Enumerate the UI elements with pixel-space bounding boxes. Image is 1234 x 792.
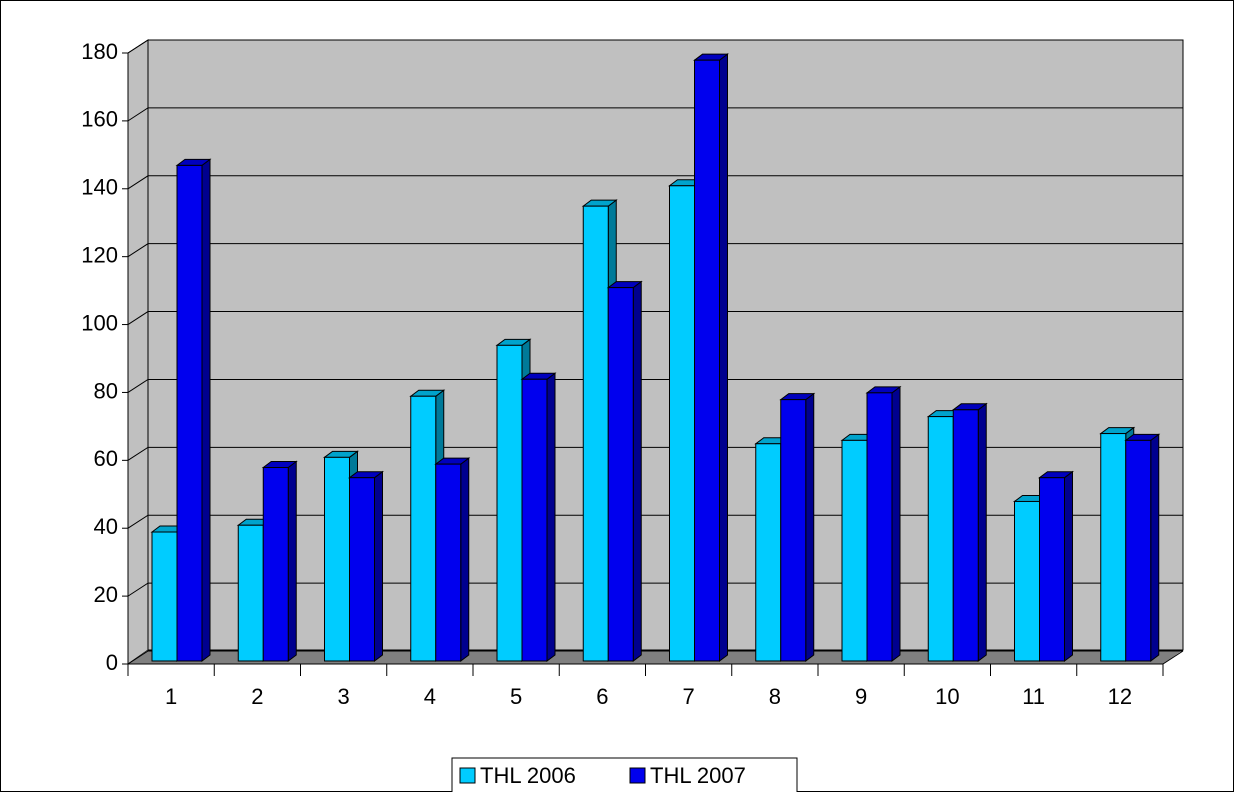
bar-side	[287, 460, 297, 662]
bar	[927, 416, 954, 662]
bar	[496, 344, 523, 662]
y-tick-label: 120	[81, 242, 118, 267]
bar-side	[1064, 470, 1073, 662]
bar-side	[719, 53, 728, 662]
grid-line	[127, 446, 1183, 461]
y-tick-label: 140	[81, 175, 118, 200]
y-tick-label: 100	[81, 310, 118, 335]
bar	[952, 409, 979, 662]
grid-line	[127, 378, 1183, 393]
legend-swatch	[629, 767, 646, 784]
bar	[1039, 477, 1065, 662]
x-tick-label: 7	[683, 684, 695, 709]
x-tick-label: 12	[1108, 684, 1132, 709]
bar	[435, 463, 462, 662]
y-tick-label: 40	[94, 514, 118, 539]
grid-line	[127, 243, 1183, 258]
y-tick-label: 60	[94, 446, 118, 471]
legend-swatch	[459, 767, 476, 784]
bar	[607, 287, 634, 662]
back-wall	[128, 40, 1183, 664]
x-tick-label: 2	[251, 684, 263, 709]
bar-side	[977, 402, 987, 662]
bar	[237, 524, 264, 662]
x-tick-label: 11	[1022, 684, 1045, 709]
bar-side	[201, 158, 211, 662]
bar	[841, 439, 868, 662]
x-tick-label: 3	[338, 684, 350, 709]
bar	[262, 467, 289, 662]
bar	[1125, 439, 1152, 662]
bar	[780, 399, 807, 662]
y-tick-label: 0	[106, 650, 118, 675]
grid-line	[127, 175, 1183, 190]
grid-line	[127, 107, 1183, 122]
x-tick-label: 5	[510, 684, 522, 709]
bar	[694, 59, 720, 662]
x-tick-label: 4	[424, 684, 436, 709]
y-tick-label: 80	[94, 378, 118, 403]
x-axis-end	[1162, 650, 1184, 665]
grid-line	[127, 582, 1183, 597]
x-tick-label: 1	[165, 684, 177, 709]
bar	[866, 392, 893, 662]
bar-side	[546, 372, 556, 662]
grid-line	[127, 650, 1183, 665]
x-tick-label: 6	[596, 684, 608, 709]
bar-side	[1150, 433, 1160, 662]
grid-line	[127, 514, 1183, 529]
legend-label: THL 2007	[650, 763, 746, 788]
bar	[349, 477, 375, 662]
side-wall	[127, 39, 149, 665]
y-tick-label: 180	[81, 39, 118, 64]
bar	[1100, 433, 1127, 662]
bar	[521, 378, 548, 662]
bar	[151, 531, 178, 662]
x-tick-label: 9	[855, 684, 867, 709]
grid-line	[127, 39, 1183, 54]
y-tick-label: 160	[81, 107, 118, 132]
legend-label: THL 2006	[480, 763, 576, 788]
bar	[410, 395, 437, 662]
bar-side	[891, 385, 901, 662]
bar	[176, 164, 203, 662]
bar-side	[632, 280, 642, 662]
grid-line	[127, 311, 1183, 325]
bar-side	[805, 392, 815, 662]
legend-box	[451, 757, 798, 792]
bar	[324, 456, 350, 662]
bar	[1014, 500, 1040, 662]
floor	[128, 650, 1183, 664]
x-tick-label: 8	[769, 684, 781, 709]
bar-side	[460, 457, 470, 662]
bar-side	[374, 470, 383, 662]
y-tick-label: 20	[94, 582, 118, 607]
x-tick-label: 10	[935, 684, 959, 709]
bar	[669, 185, 695, 662]
bar	[582, 205, 609, 662]
bar	[755, 443, 782, 662]
